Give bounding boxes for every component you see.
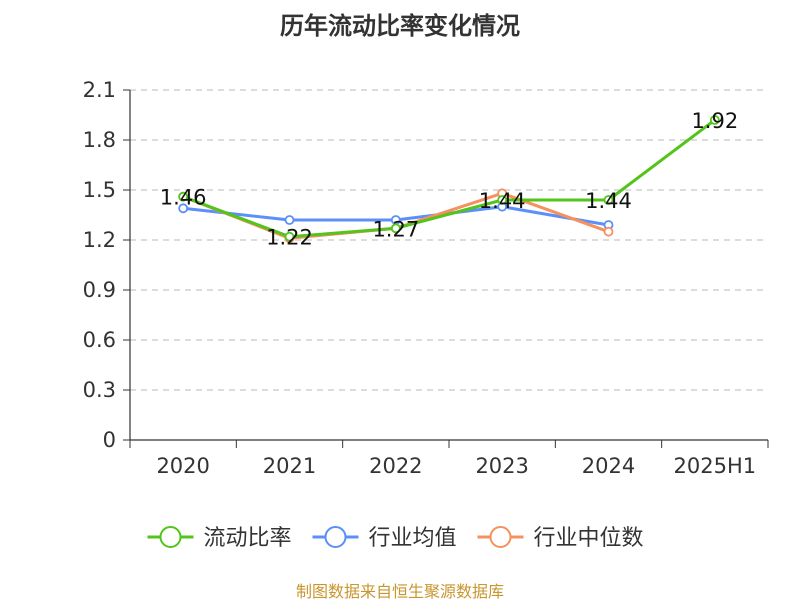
legend-marker [159,526,182,548]
y-tick-label: 1.8 [83,128,116,152]
data-label: 1.46 [160,186,207,210]
data-label: 1.92 [691,109,738,133]
y-tick-label: 1.2 [83,228,116,252]
y-tick-label: 1.5 [83,178,116,202]
data-point[interactable] [603,195,614,205]
data-point[interactable] [390,223,401,234]
data-label: 1.27 [372,217,419,241]
series-line [182,118,716,239]
y-tick-label: 0.9 [83,278,116,302]
data-point[interactable] [603,226,614,237]
data-label: 1.44 [479,189,526,213]
data-point[interactable] [284,231,295,242]
legend-label: 流动比率 [204,526,292,551]
y-tick-label: 0 [103,428,116,452]
chart-title: 历年流动比率变化情况 [280,12,520,40]
data-point[interactable] [284,215,295,225]
x-tick-label: 2020 [156,454,209,478]
grid-lines [130,89,768,391]
x-tick-label: 2022 [369,454,422,478]
data-label: 1.22 [266,226,313,250]
legend-item[interactable]: 流动比率 [147,526,292,551]
series-layer [178,115,720,244]
x-tick-label: 2024 [582,454,635,478]
x-tick-label: 2025H1 [674,454,757,478]
x-tick-label: 2021 [263,454,316,478]
legend-marker [489,526,512,548]
y-tick-label: 2.1 [83,78,116,102]
data-labels: 1.46 1.22 1.27 1.44 1.44 1.92 [160,109,738,250]
legend-label: 行业中位数 [534,526,644,551]
legend-item[interactable]: 行业中位数 [477,526,644,551]
axes: 0 0.3 0.6 0.9 1.2 1.5 1.8 2.1 2020 2021 2022 2023 20… [83,78,769,478]
source-note: 制图数据来自恒生聚源数据库 [295,582,504,601]
data-point[interactable] [178,203,189,214]
legend-item[interactable]: 行业均值 [312,526,457,551]
data-point[interactable] [497,195,508,205]
data-label: 1.44 [585,189,632,213]
y-tick-label: 0.3 [83,378,116,402]
data-point[interactable] [178,191,189,202]
x-tick-label: 2023 [475,454,528,478]
legend-label: 行业均值 [369,526,457,551]
data-point[interactable] [709,115,720,125]
y-tick-label: 0.6 [83,328,116,352]
legend[interactable]: 流动比率 行业均值 行业中位数 [147,526,644,551]
legend-marker [324,526,347,548]
